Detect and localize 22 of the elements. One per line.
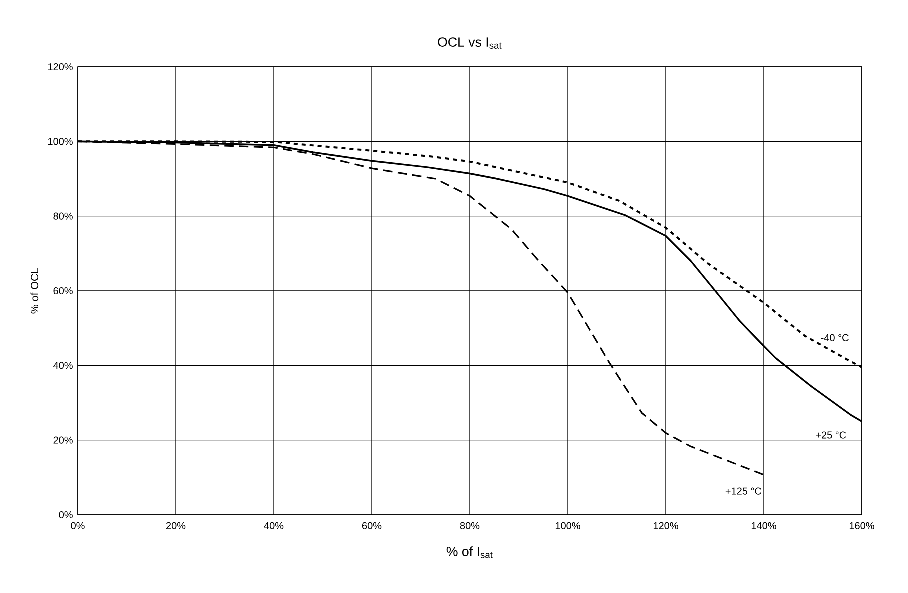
y-axis-title: % of OCL [30,268,39,314]
x-tick-label: 0% [71,522,85,530]
y-tick-label: 100% [48,138,73,146]
series-label: -40 °C [821,334,849,342]
x-axis-title: % of I$_{sat}$ [446,546,493,558]
x-tick-label: 80% [460,522,480,530]
x-tick-label: 40% [264,522,284,530]
y-tick-label: 40% [54,362,73,370]
y-tick-label: 80% [54,212,73,220]
x-tick-label: 20% [166,522,186,530]
y-tick-label: 60% [54,287,73,295]
x-tick-label: 160% [850,522,874,530]
y-tick-label: 20% [54,436,73,444]
y-tick-label: 0% [59,511,73,519]
series-label: +25 °C [816,432,846,439]
y-tick-label: 120% [48,63,73,71]
x-tick-label: 140% [752,522,776,530]
x-tick-label: 120% [654,522,678,530]
chart-title: OCL vs I$_{sat}$ [438,38,502,49]
x-tick-label: 60% [362,522,382,530]
series-label: +125 °C [726,488,762,495]
x-tick-label: 100% [556,522,580,530]
